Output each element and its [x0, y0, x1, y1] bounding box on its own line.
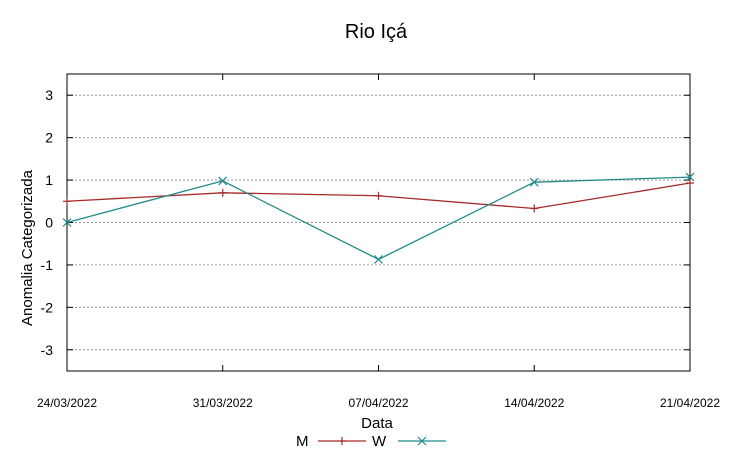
data-point-w	[62, 218, 72, 227]
marker-stroke	[685, 172, 695, 182]
data-point-m	[686, 179, 694, 188]
y-tick-label: 2	[45, 130, 53, 146]
marker-stroke	[62, 218, 72, 227]
data-point-w	[685, 172, 695, 182]
legend-marker-w	[417, 436, 427, 446]
grid-layer	[67, 94, 690, 351]
marker-stroke	[529, 177, 539, 187]
y-tick-label: -2	[41, 299, 54, 315]
x-tick-label: 24/03/2022	[37, 396, 97, 410]
y-tick-label: 0	[45, 215, 53, 231]
x-tick-label: 21/04/2022	[660, 396, 720, 410]
marker-stroke	[218, 176, 228, 186]
legend-label-m: M	[296, 433, 309, 450]
legend-marker-m	[338, 437, 346, 445]
x-tick-layer: 24/03/2022 31/03/2022 07/04/2022 14/04/2022…	[37, 74, 720, 410]
chart-title: Rio Içá	[345, 21, 408, 43]
y-tick-label: -3	[41, 342, 54, 358]
series-line-w	[66, 176, 691, 261]
data-point-m	[530, 204, 539, 213]
x-tick-label: 14/04/2022	[504, 396, 564, 410]
series-layer	[62, 172, 695, 264]
data-point-m	[374, 191, 383, 200]
x-axis-label: Data	[361, 415, 393, 432]
y-tick-label: 1	[45, 172, 53, 188]
x-tick-label: 07/04/2022	[348, 396, 408, 410]
x-tick-label: 31/03/2022	[193, 396, 253, 410]
y-tick-label: -1	[41, 257, 54, 273]
legend-label-w: W	[372, 433, 387, 450]
data-point-m	[218, 188, 227, 197]
data-point-w	[374, 254, 383, 264]
y-axis-label: Anomalia Categorizada	[19, 169, 36, 326]
data-point-m	[63, 197, 71, 206]
data-point-w	[529, 177, 539, 187]
marker-stroke	[417, 436, 427, 446]
data-point-w	[218, 176, 228, 186]
marker-stroke	[374, 254, 383, 264]
y-tick-label: 3	[45, 87, 53, 103]
